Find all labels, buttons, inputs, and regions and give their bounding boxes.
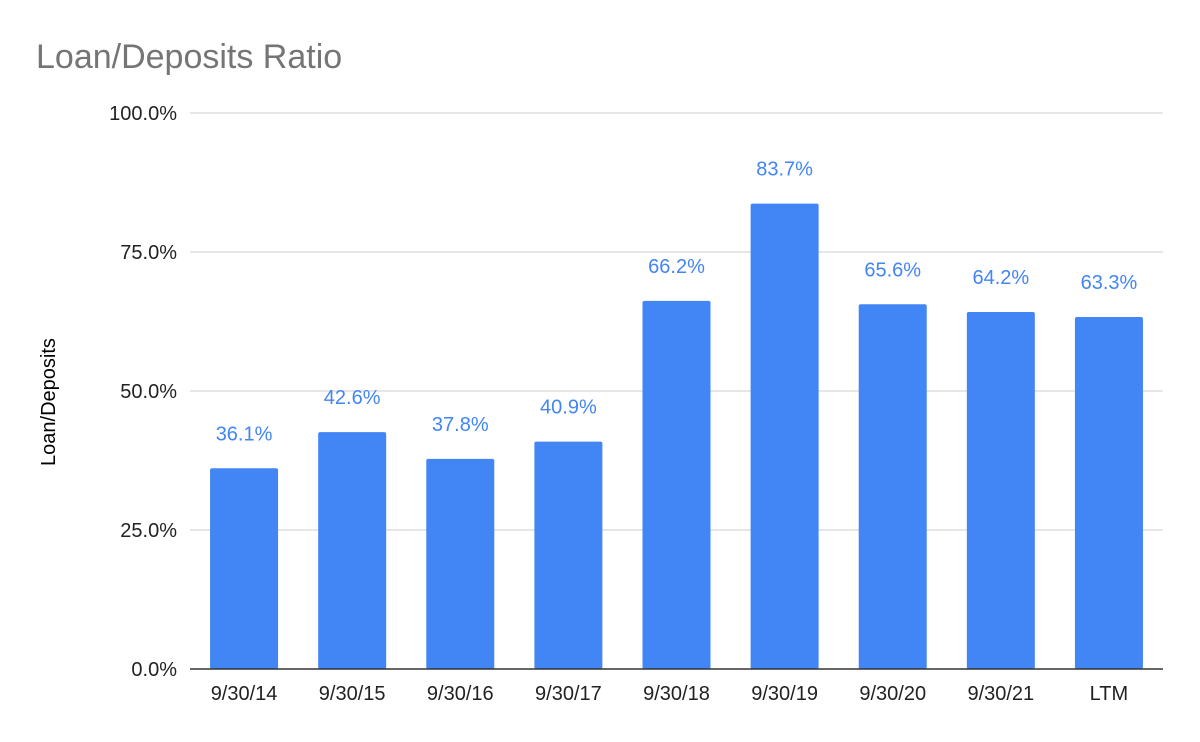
data-label: 42.6% <box>324 387 381 409</box>
x-axis-ticks: 9/30/14 9/30/15 9/30/16 9/30/17 9/30/18 9/30/… <box>211 683 1129 705</box>
x-tick-label: 9/30/18 <box>643 683 710 705</box>
data-label: 37.8% <box>432 414 489 436</box>
data-label: 36.1% <box>216 423 273 445</box>
x-tick-label: 9/30/21 <box>967 683 1034 705</box>
y-tick-label: 100.0% <box>109 103 177 125</box>
x-tick-label: 9/30/15 <box>319 683 386 705</box>
data-label: 66.2% <box>648 256 705 278</box>
bar <box>534 441 603 669</box>
y-tick-label: 0.0% <box>131 659 177 681</box>
y-tick-label: 50.0% <box>120 381 177 403</box>
x-tick-label: LTM <box>1090 683 1129 705</box>
bar <box>750 203 819 670</box>
x-tick-label: 9/30/17 <box>535 683 602 705</box>
data-label: 40.9% <box>540 397 597 419</box>
bars <box>210 203 1143 670</box>
y-tick-label: 25.0% <box>120 520 177 542</box>
y-axis-ticks: 0.0% 25.0% 50.0% 75.0% 100.0% <box>109 103 177 681</box>
data-labels: 36.1% 42.6% 37.8% 40.9% 66.2% 83.7% 65.6% 64.2%… <box>216 159 1138 446</box>
bar <box>966 312 1035 669</box>
bar <box>318 432 387 669</box>
data-label: 64.2% <box>972 267 1029 289</box>
data-label: 83.7% <box>756 159 813 181</box>
bar <box>858 304 927 669</box>
chart-title: Loan/Deposits Ratio <box>36 38 342 76</box>
bar <box>642 300 711 669</box>
x-tick-label: 9/30/14 <box>211 683 278 705</box>
y-axis-label: Loan/Deposits <box>38 338 60 466</box>
x-tick-label: 9/30/16 <box>427 683 494 705</box>
bar <box>1074 317 1143 669</box>
bar <box>426 458 495 669</box>
data-label: 65.6% <box>864 259 921 281</box>
y-tick-label: 75.0% <box>120 242 177 264</box>
x-tick-label: 9/30/20 <box>859 683 926 705</box>
data-label: 63.3% <box>1081 272 1138 294</box>
bar <box>210 468 279 669</box>
x-tick-label: 9/30/19 <box>751 683 818 705</box>
